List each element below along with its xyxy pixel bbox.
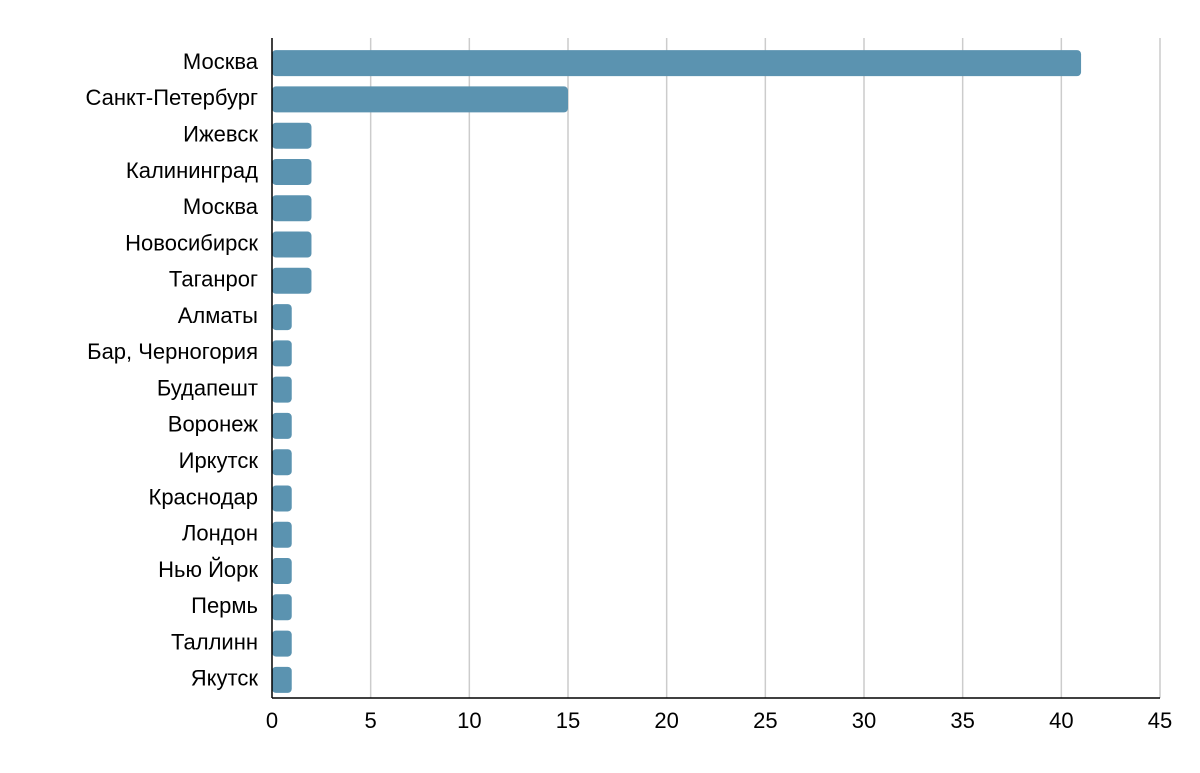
bar <box>272 412 292 439</box>
x-tick-label: 45 <box>1148 708 1172 733</box>
y-tick-label: Пермь <box>191 593 258 618</box>
bar <box>272 122 312 149</box>
bar <box>272 267 312 294</box>
bar <box>272 50 1082 77</box>
y-tick-label: Иркутск <box>179 448 259 473</box>
y-tick-label: Краснодар <box>149 484 259 509</box>
x-tick-label: 20 <box>654 708 678 733</box>
x-tick-label: 35 <box>950 708 974 733</box>
x-tick-label: 5 <box>365 708 377 733</box>
y-tick-label: Москва <box>183 194 259 219</box>
y-tick-label: Ижевск <box>183 122 258 147</box>
bar <box>272 666 292 693</box>
bar <box>272 594 292 621</box>
bar <box>272 485 292 512</box>
x-tick-label: 15 <box>556 708 580 733</box>
x-tick-label: 10 <box>457 708 481 733</box>
bar <box>272 86 568 113</box>
y-tick-label: Якутск <box>191 666 259 691</box>
x-tick-label: 40 <box>1049 708 1073 733</box>
y-tick-label: Будапешт <box>157 375 258 400</box>
y-tick-label: Нью Йорк <box>158 557 258 582</box>
bar <box>272 231 312 258</box>
bar <box>272 630 292 657</box>
y-tick-label: Таллинн <box>171 629 258 654</box>
bar <box>272 195 312 222</box>
y-tick-label: Новосибирск <box>125 230 258 255</box>
y-tick-label: Санкт-Петербург <box>85 85 258 110</box>
bar <box>272 340 292 367</box>
x-tick-label: 0 <box>266 708 278 733</box>
x-tick-label: 30 <box>852 708 876 733</box>
y-tick-label: Алматы <box>178 303 258 328</box>
y-tick-label: Лондон <box>182 521 258 546</box>
bar <box>272 304 292 331</box>
bar <box>272 521 292 548</box>
bar <box>272 449 292 476</box>
y-tick-label: Бар, Черногория <box>87 339 258 364</box>
x-tick-label: 25 <box>753 708 777 733</box>
bar <box>272 158 312 185</box>
y-tick-label: Воронеж <box>168 412 259 437</box>
y-tick-label: Таганрог <box>169 267 258 292</box>
y-tick-label: Москва <box>183 49 259 74</box>
bar <box>272 558 292 585</box>
bar <box>272 376 292 403</box>
y-tick-label: Калининград <box>126 158 258 183</box>
